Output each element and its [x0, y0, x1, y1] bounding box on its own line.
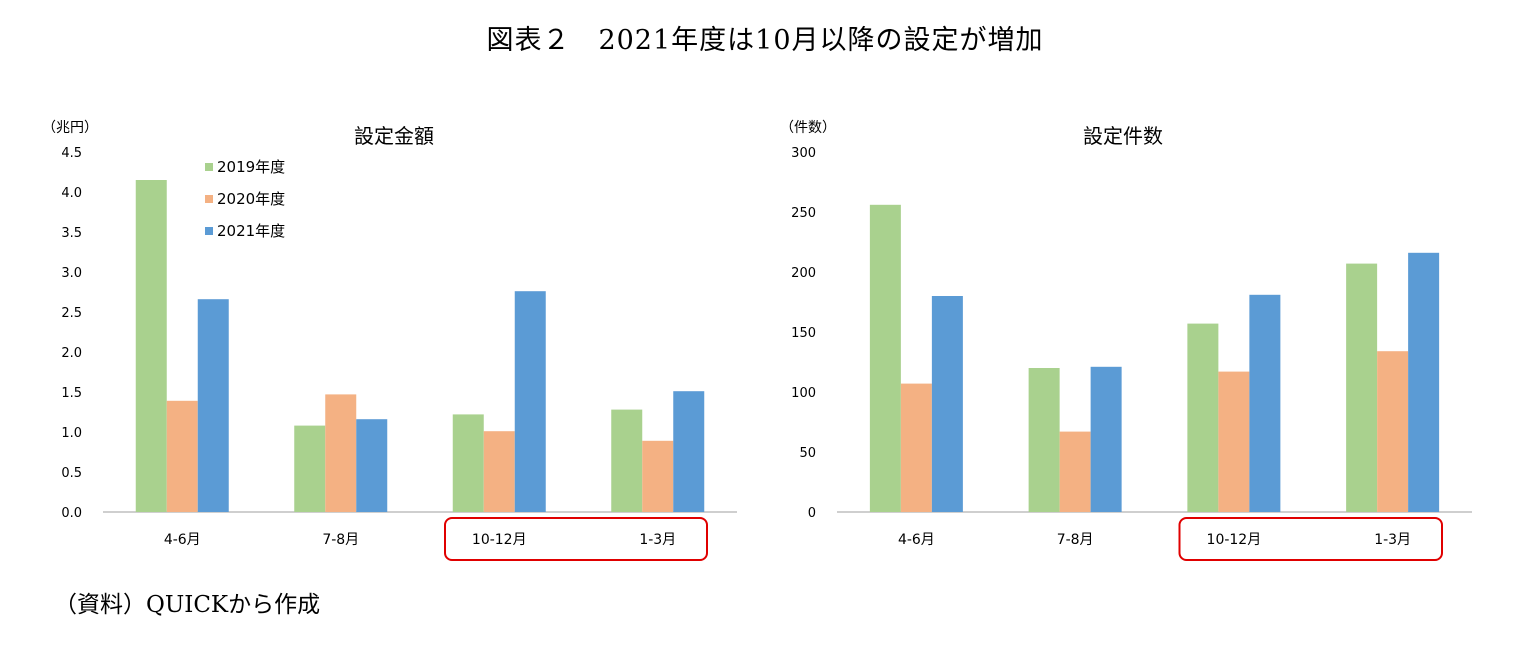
bar-2021年度-1-3月	[1408, 252, 1440, 513]
y-axis-unit-label: （件数）	[780, 120, 836, 136]
x-tick-label: 10-12月	[1207, 532, 1262, 548]
legend-label: 2020年度	[217, 190, 285, 208]
legend-swatch	[205, 227, 213, 235]
bar-2021年度-1-3月	[673, 391, 705, 512]
y-tick-label: 1.5	[61, 386, 82, 401]
bar-2021年度-7-8月	[356, 419, 388, 512]
y-tick-label: 50	[799, 446, 816, 461]
y-tick-label: 4.0	[61, 186, 82, 201]
y-tick-label: 250	[791, 206, 816, 221]
y-tick-label: 150	[791, 326, 816, 341]
y-tick-label: 0	[808, 506, 816, 521]
bar-2019年度-10-12月	[452, 414, 484, 512]
y-tick-label: 2.5	[61, 306, 82, 321]
bar-2021年度-7-8月	[1090, 366, 1122, 512]
highlight-box	[444, 517, 708, 561]
x-tick-label: 7-8月	[1057, 532, 1094, 548]
bar-2019年度-1-3月	[1346, 263, 1378, 512]
y-tick-label: 4.5	[61, 146, 82, 161]
x-tick-label: 10-12月	[472, 532, 527, 548]
figure-title: 図表２ 2021年度は10月以降の設定が増加	[486, 25, 1044, 56]
legend-swatch	[205, 163, 213, 171]
highlight-box	[1178, 517, 1443, 561]
bar-2021年度-10-12月	[1249, 294, 1281, 512]
chart-title: 設定金額	[354, 124, 434, 148]
y-tick-label: 0.0	[61, 506, 82, 521]
bar-2021年度-4-6月	[197, 299, 229, 512]
y-tick-label: 3.5	[61, 226, 82, 241]
chart-setting-count: 設定件数 （件数） 0 50 100 150 200 250 300 4-6月 7-8月 10-12月…	[780, 120, 1472, 561]
bar-2019年度-10-12月	[1187, 323, 1219, 512]
y-tick-label: 300	[791, 146, 816, 161]
y-tick-label: 0.5	[61, 466, 82, 481]
legend-label: 2019年度	[217, 158, 285, 176]
bar-2020年度-1-3月	[1377, 351, 1409, 512]
bar-2020年度-4-6月	[900, 383, 932, 512]
bar-2020年度-10-12月	[483, 431, 515, 512]
bar-2021年度-4-6月	[931, 296, 963, 512]
chart-setting-amount: 設定金額 （兆円） 0.0 0.5 1.0 1.5 2.0 2.5 3.0 3.5 4.0 4.5 4-…	[42, 120, 737, 561]
bar-2019年度-4-6月	[135, 180, 167, 512]
bar-2019年度-7-8月	[1028, 368, 1060, 512]
y-tick-label: 2.0	[61, 346, 82, 361]
bar-2021年度-10-12月	[514, 291, 546, 512]
chart-title: 設定件数	[1083, 124, 1163, 148]
bar-2019年度-4-6月	[869, 204, 901, 513]
bar-2019年度-7-8月	[294, 425, 326, 512]
bar-2020年度-7-8月	[1059, 431, 1091, 512]
bar-2019年度-1-3月	[611, 409, 643, 512]
y-tick-label: 100	[791, 386, 816, 401]
bar-2020年度-10-12月	[1218, 371, 1250, 512]
bar-2020年度-4-6月	[166, 400, 198, 512]
legend-swatch	[205, 195, 213, 203]
y-tick-label: 1.0	[61, 426, 82, 441]
x-tick-label: 1-3月	[639, 532, 676, 548]
y-tick-label: 3.0	[61, 266, 82, 281]
bar-2020年度-7-8月	[325, 394, 357, 512]
source-note: （資料）QUICKから作成	[54, 592, 321, 618]
legend-label: 2021年度	[217, 222, 285, 240]
bar-2020年度-1-3月	[642, 440, 674, 512]
x-tick-label: 4-6月	[898, 532, 935, 548]
x-tick-label: 7-8月	[322, 532, 359, 548]
x-tick-label: 1-3月	[1374, 532, 1411, 548]
y-tick-label: 200	[791, 266, 816, 281]
x-tick-label: 4-6月	[164, 532, 201, 548]
y-axis-unit-label: （兆円）	[42, 120, 98, 136]
